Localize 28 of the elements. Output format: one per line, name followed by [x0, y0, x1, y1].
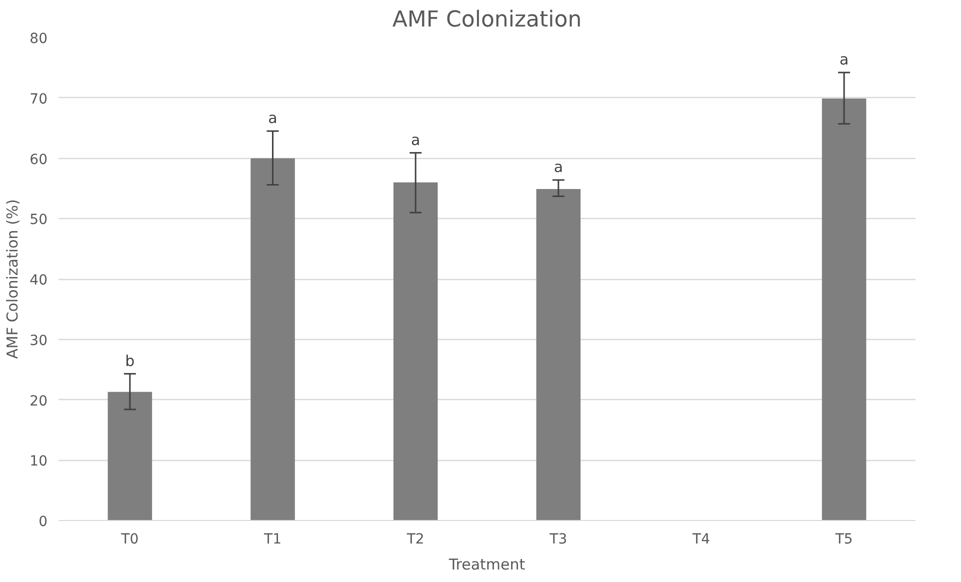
annotation: b: [125, 352, 135, 370]
y-tick-label: 80: [30, 31, 48, 47]
y-tick-label: 70: [30, 91, 48, 108]
y-tick-label: 40: [30, 272, 48, 288]
annotation: a: [410, 130, 420, 149]
x-axis-title: Treatment: [448, 556, 526, 574]
x-tick-label: T2: [406, 532, 424, 548]
x-tick-label: T5: [834, 532, 853, 548]
y-tick-label: 20: [30, 393, 48, 410]
y-tick-label: 50: [30, 212, 48, 228]
y-tick-label: 0: [38, 514, 48, 530]
y-tick-label: 30: [30, 332, 48, 349]
x-tick-label: T1: [263, 532, 282, 548]
y-tick-label: 60: [30, 152, 48, 168]
bar: [393, 182, 438, 520]
y-axis-title: AMF Colonization (%): [4, 199, 22, 359]
bar: [822, 98, 866, 520]
y-tick-label: 10: [30, 454, 48, 470]
bar: [108, 392, 152, 520]
annotation: a: [554, 158, 564, 176]
chart-title: AMF Colonization: [392, 8, 582, 32]
annotation: a: [839, 50, 849, 69]
x-tick-label: T3: [548, 532, 568, 548]
x-tick-label: T0: [120, 532, 139, 548]
x-tick-label: T4: [692, 532, 710, 548]
bar: [536, 189, 581, 520]
bar: [250, 158, 295, 520]
annotation: a: [268, 109, 278, 128]
